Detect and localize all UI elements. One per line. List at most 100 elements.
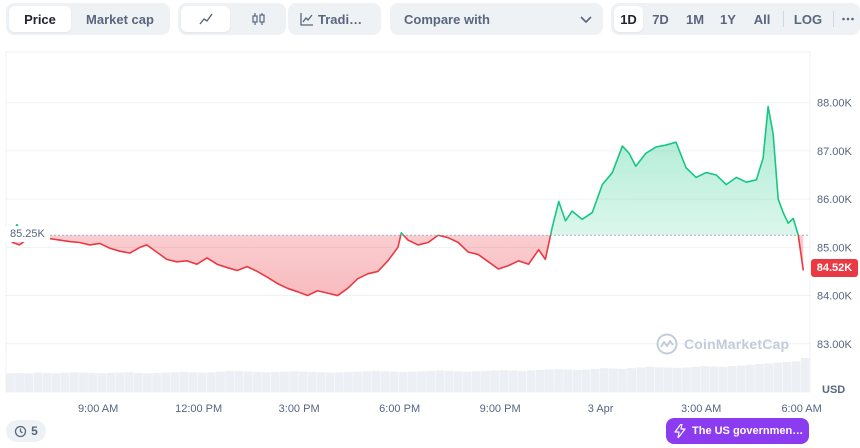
more-options-button[interactable] xyxy=(837,6,859,32)
range-all-button[interactable]: All xyxy=(753,11,771,27)
market-cap-tab[interactable]: Market cap xyxy=(86,11,154,27)
volume-bar xyxy=(746,364,755,392)
volume-bar xyxy=(435,370,445,392)
volume-bar xyxy=(791,361,801,392)
x-tick-label: 12:00 PM xyxy=(175,403,222,415)
volume-bar xyxy=(599,368,609,392)
volume-bar xyxy=(672,367,682,392)
volume-bar xyxy=(682,367,691,392)
log-scale-button[interactable]: LOG xyxy=(793,11,823,27)
y-tick-label: 88.00K xyxy=(817,98,853,110)
volume-bar xyxy=(800,358,810,392)
volume-bar xyxy=(736,365,746,392)
volume-bar xyxy=(51,373,61,392)
range-1y-button[interactable]: 1Y xyxy=(720,11,736,27)
volume-bar xyxy=(188,372,198,392)
trading-view-button[interactable]: Tradi… xyxy=(288,3,381,35)
volume-bar xyxy=(627,368,637,392)
history-clock-icon xyxy=(15,425,27,437)
volume-bar xyxy=(645,366,655,392)
volume-bar xyxy=(234,371,244,392)
volume-bar xyxy=(24,373,34,392)
volume-bar xyxy=(252,371,262,392)
volume-bar xyxy=(371,370,381,392)
volume-bar xyxy=(408,371,417,392)
price-line[interactable] xyxy=(5,105,805,297)
volume-bar xyxy=(197,372,207,392)
trading-view-label: Tradi… xyxy=(318,11,363,27)
news-event-text: The US government… xyxy=(692,425,804,437)
area-above-open xyxy=(6,106,804,236)
volume-bar xyxy=(380,371,390,392)
x-tick-label: 3:00 AM xyxy=(681,403,721,415)
volume-bar xyxy=(261,372,271,392)
volume-bar xyxy=(526,370,536,392)
open-marker xyxy=(15,223,19,227)
volume-bar xyxy=(727,366,737,392)
x-tick-label: 6:00 PM xyxy=(379,403,420,415)
volume-bar xyxy=(700,366,710,392)
volume-bar xyxy=(618,368,627,392)
range-7d-button[interactable]: 7D xyxy=(652,11,669,27)
volume-bar xyxy=(344,371,353,392)
volume-bar xyxy=(755,364,764,392)
volume-bar xyxy=(572,369,582,392)
volume-bar xyxy=(535,369,545,392)
volume-bar xyxy=(398,371,408,392)
volume-bar xyxy=(545,369,554,392)
volume-bar xyxy=(362,371,372,392)
volume-bar xyxy=(609,368,618,392)
volume-bar xyxy=(289,371,298,392)
volume-bar xyxy=(490,370,499,392)
volume-bar xyxy=(243,371,253,392)
price-line-down[interactable] xyxy=(5,107,805,297)
news-event-chip[interactable]: The US government… xyxy=(666,418,809,444)
volume-bar xyxy=(207,372,216,392)
price-line-up[interactable] xyxy=(5,105,803,296)
chevron-down-icon xyxy=(580,16,592,23)
x-tick-label: 6:00 AM xyxy=(781,403,821,415)
range-divider xyxy=(833,11,834,27)
candlestick-button[interactable] xyxy=(234,6,283,32)
volume-bar xyxy=(179,371,189,392)
compare-with-label: Compare with xyxy=(404,11,490,27)
y-tick-label: 84.00K xyxy=(817,291,853,303)
line-chart-button[interactable] xyxy=(181,6,230,32)
volume-bar xyxy=(60,372,70,392)
volume-bar xyxy=(88,372,97,392)
price-tab[interactable]: Price xyxy=(9,6,71,32)
volume-bar xyxy=(161,372,171,392)
volume-bar xyxy=(773,362,783,392)
volume-bar xyxy=(663,367,673,392)
volume-bar xyxy=(417,371,426,392)
volume-bar xyxy=(69,372,79,392)
volume-bar xyxy=(636,367,646,392)
watermark-text: CoinMarketCap xyxy=(684,336,790,352)
range-1d-button[interactable]: 1D xyxy=(614,6,643,32)
volume-bar xyxy=(298,371,308,392)
volume-bar xyxy=(170,372,180,392)
volume-bar xyxy=(691,366,700,392)
line-chart-icon xyxy=(198,13,213,25)
volume-bar xyxy=(79,372,88,392)
volume-bar xyxy=(389,371,399,392)
volume-bar xyxy=(453,371,463,392)
range-1m-button[interactable]: 1M xyxy=(685,11,705,27)
y-tick-label: 87.00K xyxy=(817,146,853,158)
chart-toolbar: Price Market cap Tradi… Compare with xyxy=(6,3,860,35)
volume-bar xyxy=(270,371,280,392)
history-button[interactable]: 5 xyxy=(6,420,46,442)
x-axis: 9:00 AM 12:00 PM 3:00 PM 6:00 PM 9:00 PM 3 Ap… xyxy=(78,403,822,415)
compare-with-dropdown[interactable]: Compare with xyxy=(390,3,603,35)
volume-bar xyxy=(444,370,454,392)
y-tick-label: 85.00K xyxy=(817,242,853,254)
volume-bar xyxy=(654,367,664,392)
volume-bar xyxy=(709,366,719,392)
volume-bar xyxy=(97,373,107,392)
range-divider xyxy=(783,11,784,27)
coinmarketcap-watermark: CoinMarketCap xyxy=(656,332,789,356)
volume-bar xyxy=(471,371,481,392)
volume-bar xyxy=(33,372,43,392)
area-below-open xyxy=(6,235,804,296)
